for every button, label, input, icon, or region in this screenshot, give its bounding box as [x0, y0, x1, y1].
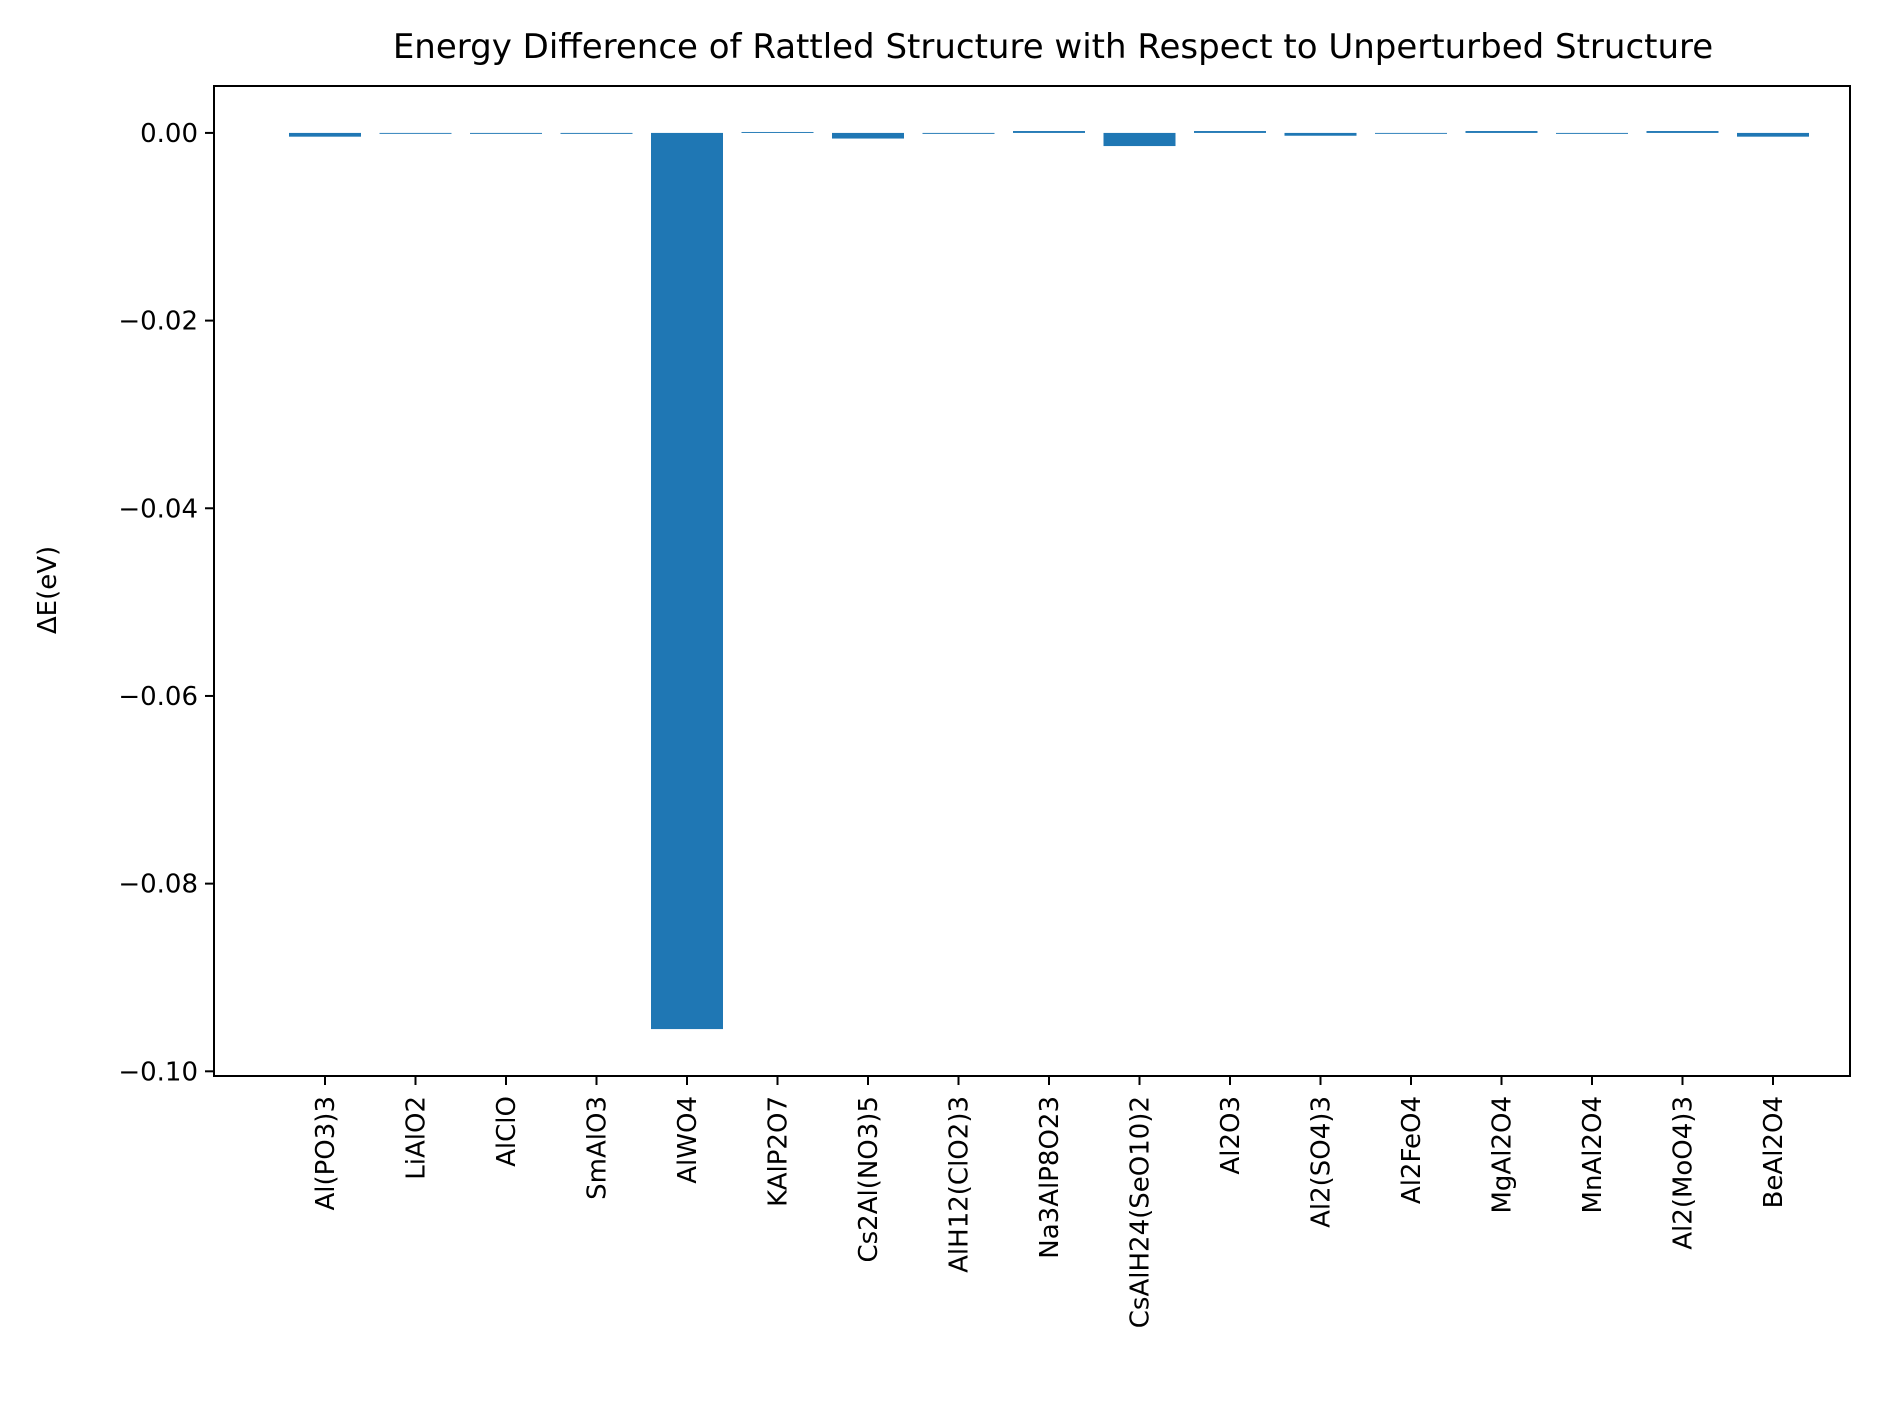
x-tick-label: Cs2Al(NO3)5	[854, 1096, 884, 1263]
bar-8	[1013, 131, 1085, 133]
bar-16	[1737, 132, 1809, 137]
x-tick-label: Al(PO3)3	[311, 1096, 341, 1211]
bar-10	[1194, 131, 1266, 133]
plot-frame	[213, 85, 1851, 1077]
x-tick-label: Al2FeO4	[1397, 1096, 1427, 1204]
bar-1	[379, 132, 452, 134]
y-tick-label: −0.02	[118, 307, 198, 337]
bar-0	[289, 132, 361, 137]
bar-2	[470, 132, 542, 134]
x-ticks-group: Al(PO3)3 LiAlO2 AlClO SmAlO3 AlWO4 KAlP2O7 Cs2…	[311, 1076, 1789, 1328]
x-tick-label: AlH12(ClO2)3	[945, 1096, 975, 1273]
x-tick-label: Al2O3	[1216, 1096, 1246, 1175]
y-axis-label: ΔE(eV)	[33, 546, 63, 634]
x-tick-label: Na3AlP8O23	[1035, 1096, 1065, 1259]
x-tick-label: CsAlH24(SeO10)2	[1126, 1096, 1156, 1328]
bar-3	[560, 132, 633, 134]
bar-11	[1284, 132, 1357, 136]
bar-4	[651, 132, 723, 1030]
bar-13	[1465, 131, 1538, 133]
x-tick-label: KAlP2O7	[764, 1096, 794, 1207]
x-tick-label: BeAl2O4	[1759, 1096, 1789, 1208]
x-tick-label: MgAl2O4	[1488, 1096, 1518, 1214]
x-tick-label: AlWO4	[673, 1096, 703, 1184]
bar-7	[922, 132, 995, 134]
bar-14	[1556, 132, 1628, 134]
x-tick-label: Al2(MoO4)3	[1669, 1096, 1699, 1250]
x-tick-label: AlClO	[492, 1096, 522, 1167]
y-ticks-group: 0.00 −0.02 −0.04 −0.06 −0.08 −0.10	[118, 119, 214, 1087]
y-tick-label: −0.10	[118, 1057, 198, 1087]
bars-group	[289, 131, 1809, 1030]
x-tick-label: MnAl2O4	[1578, 1096, 1608, 1213]
x-tick-label: SmAlO3	[583, 1096, 613, 1200]
bar-5	[741, 131, 814, 133]
y-tick-label: −0.04	[118, 494, 198, 524]
bar-6	[832, 132, 904, 139]
y-tick-label: 0.00	[140, 119, 198, 149]
y-tick-label: −0.08	[118, 870, 198, 900]
bar-12	[1375, 132, 1447, 134]
bar-9	[1103, 132, 1176, 147]
x-tick-label: LiAlO2	[402, 1096, 432, 1180]
chart-title: Energy Difference of Rattled Structure w…	[393, 27, 1713, 67]
x-tick-label: Al2(SO4)3	[1307, 1096, 1337, 1228]
bar-15	[1646, 131, 1719, 133]
y-tick-label: −0.06	[118, 682, 198, 712]
